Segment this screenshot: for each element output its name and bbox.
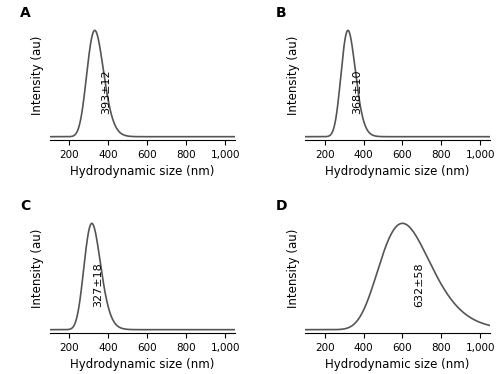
Text: 393±12: 393±12: [102, 70, 112, 114]
X-axis label: Hydrodynamic size (nm): Hydrodynamic size (nm): [70, 165, 214, 178]
Y-axis label: Intensity (au): Intensity (au): [32, 36, 44, 115]
X-axis label: Hydrodynamic size (nm): Hydrodynamic size (nm): [326, 165, 470, 178]
Text: C: C: [20, 199, 30, 213]
Y-axis label: Intensity (au): Intensity (au): [286, 36, 300, 115]
Text: 368±10: 368±10: [352, 70, 362, 114]
Text: 632±58: 632±58: [414, 263, 424, 307]
Text: 327±18: 327±18: [94, 263, 104, 307]
X-axis label: Hydrodynamic size (nm): Hydrodynamic size (nm): [70, 358, 214, 371]
Text: D: D: [276, 199, 287, 213]
Y-axis label: Intensity (au): Intensity (au): [286, 229, 300, 308]
X-axis label: Hydrodynamic size (nm): Hydrodynamic size (nm): [326, 358, 470, 371]
Text: B: B: [276, 6, 286, 20]
Text: A: A: [20, 6, 31, 20]
Y-axis label: Intensity (au): Intensity (au): [32, 229, 44, 308]
